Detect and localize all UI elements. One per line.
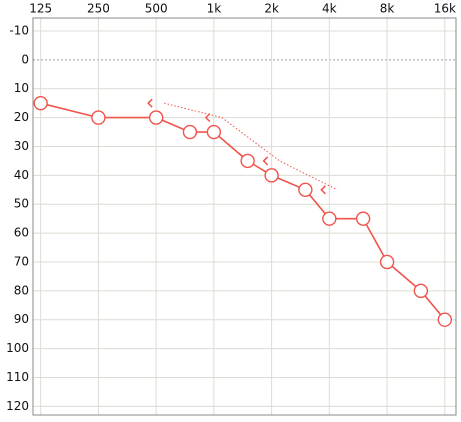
y-tick-label: 40 [14,168,29,182]
y-tick-label: 10 [14,81,29,95]
x-tick-label: 250 [87,2,110,16]
y-tick-label: 90 [14,312,29,326]
x-tick-label: 1k [207,2,222,16]
x-tick-label: 4k [322,2,337,16]
marker [413,283,429,299]
y-tick-label: 70 [14,254,29,268]
marker [379,254,395,270]
plot-area [33,18,456,415]
x-tick-label: 2k [264,2,279,16]
marker [298,182,313,197]
y-tick-label: 0 [21,52,29,66]
marker [437,312,453,327]
marker [182,124,198,140]
marker [33,95,48,111]
y-tick-label: 30 [14,139,29,153]
marker [240,153,255,169]
y-tick-label: 50 [14,197,29,211]
y-tick-label: 110 [6,370,29,384]
marker [322,211,337,226]
marker [204,113,211,123]
marker [147,98,153,108]
marker [91,110,106,125]
y-tick-label: -10 [9,23,29,37]
marker [262,156,269,166]
marker [320,185,326,195]
y-tick-label: 120 [6,399,29,413]
marker [148,110,164,125]
marker [355,211,371,226]
y-tick-label: 60 [14,226,29,240]
x-tick-label: 8k [380,2,395,16]
series-line [164,102,338,191]
x-tick-label: 500 [145,2,168,16]
x-tick-label: 125 [29,2,52,16]
marker [206,124,222,140]
y-tick-label: 20 [14,110,29,124]
y-tick-label: 100 [6,341,29,355]
marker [264,168,279,183]
y-tick-label: 80 [14,283,29,297]
x-tick-label: 16k [434,2,456,16]
plot-border [32,17,457,416]
